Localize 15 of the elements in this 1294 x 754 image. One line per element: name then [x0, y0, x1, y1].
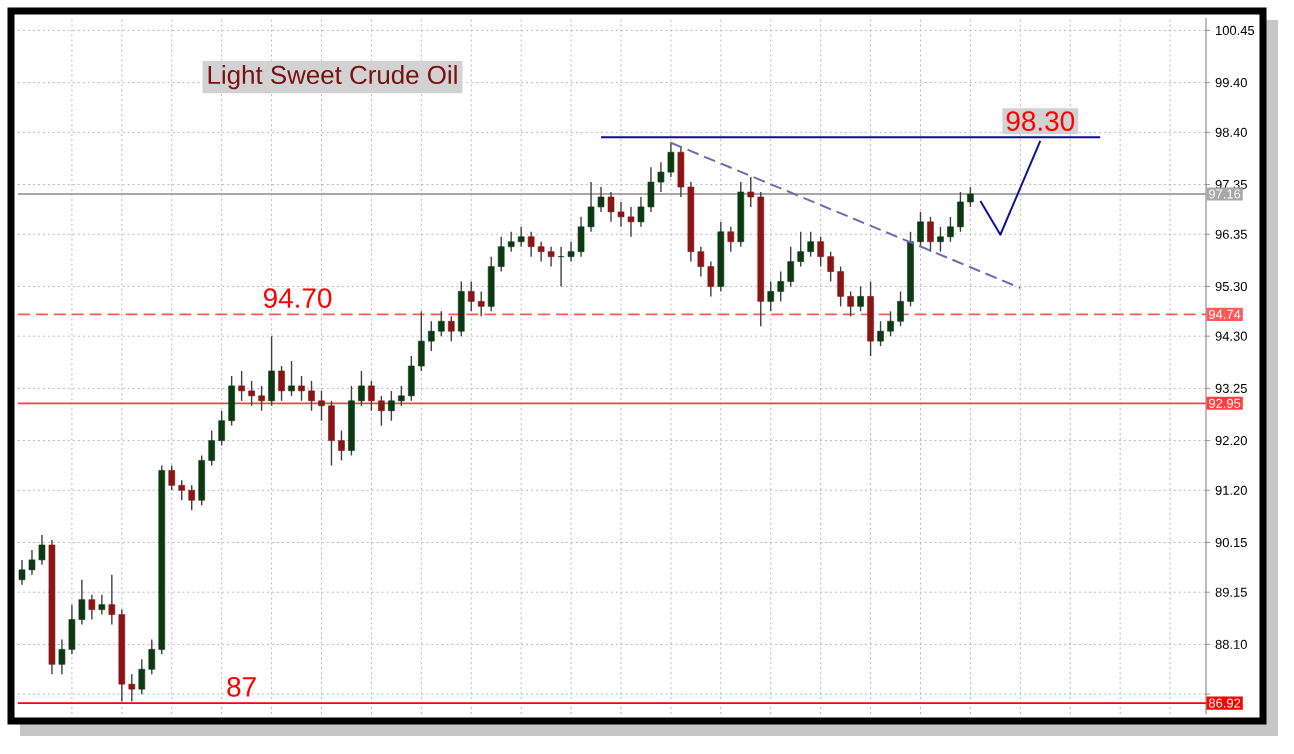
candlestick: [927, 216, 934, 253]
annotation: 98.30: [1006, 111, 1075, 131]
annotation: 94.70: [263, 288, 332, 308]
candlestick: [457, 280, 465, 337]
candlestick: [268, 335, 275, 407]
candlestick: [727, 226, 735, 253]
candlestick: [98, 594, 106, 616]
candlestick: [857, 285, 864, 313]
candlestick: [867, 280, 874, 357]
text: Light Sweet Crude Oil: [208, 65, 457, 90]
candlestick: [278, 365, 285, 402]
annotation: 87: [227, 676, 256, 697]
candlestick: [447, 315, 455, 342]
candlestick: [88, 594, 96, 621]
candlestick: [288, 360, 295, 397]
